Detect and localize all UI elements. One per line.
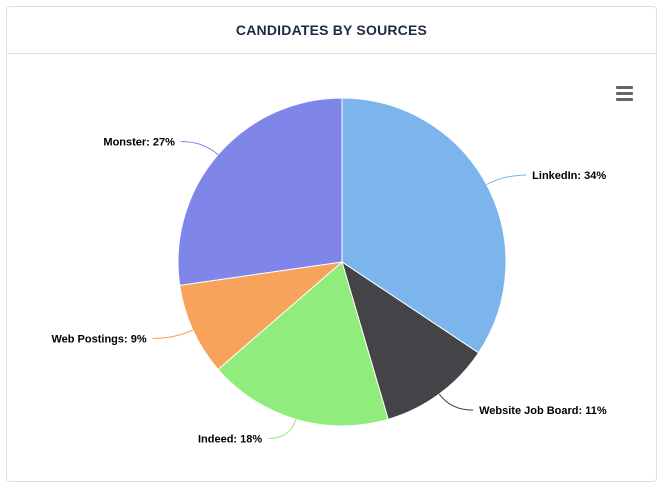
connector-line: [268, 419, 297, 440]
data-label: Monster: 27%: [103, 137, 175, 149]
data-label: LinkedIn: 34%: [532, 170, 606, 182]
pie-slice-monster[interactable]: [177, 97, 343, 286]
connector-line: [486, 174, 527, 185]
data-label: Web Postings: 9%: [51, 333, 146, 345]
chart-area: LinkedIn: 34% Website Job Board: 11% Indee…: [7, 54, 656, 481]
pie-slice-web-postings[interactable]: [179, 261, 344, 371]
chart-title: CANDIDATES BY SOURCES: [235, 22, 428, 38]
connector-line: [438, 393, 474, 411]
menu-line: [615, 91, 633, 95]
hamburger-menu-icon[interactable]: [613, 83, 635, 103]
connector-line: [152, 329, 194, 339]
menu-line: [615, 97, 633, 101]
connector-line: [180, 141, 219, 155]
data-label: Indeed: 18%: [198, 434, 262, 446]
chart-card: CANDIDATES BY SOURCES LinkedIn: 34% Websi…: [6, 6, 657, 482]
card-header: CANDIDATES BY SOURCES: [7, 7, 656, 54]
data-label: Website Job Board: 11%: [479, 405, 607, 417]
menu-line: [615, 85, 633, 89]
pie-chart: LinkedIn: 34% Website Job Board: 11% Indee…: [51, 97, 607, 446]
pie-slice-website-job-board[interactable]: [341, 260, 480, 420]
